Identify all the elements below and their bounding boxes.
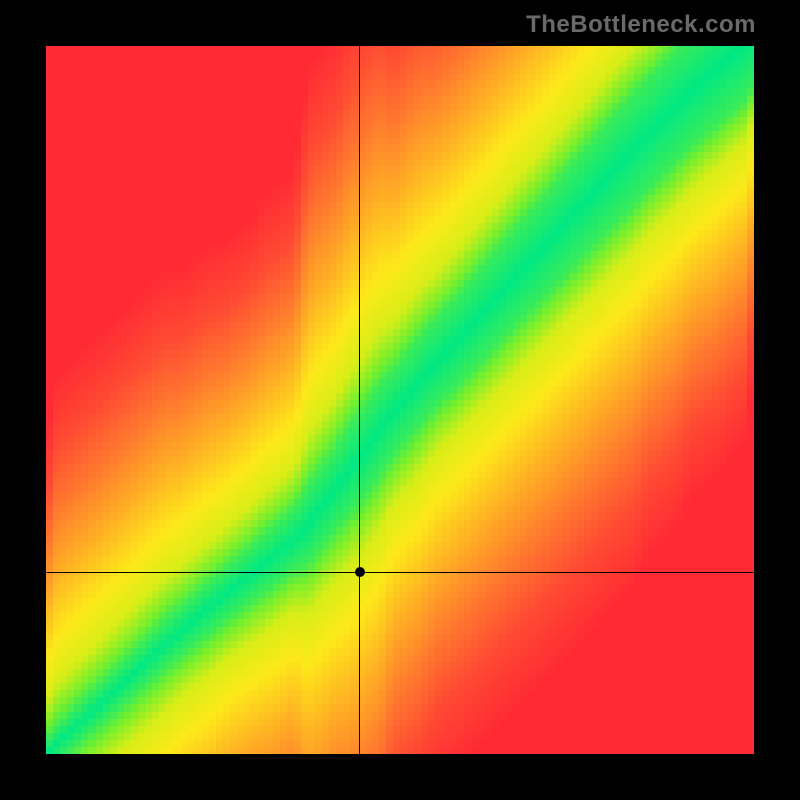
- selection-marker: [355, 567, 365, 577]
- frame-bottom: [0, 754, 800, 800]
- crosshair-horizontal: [46, 572, 754, 573]
- frame-left: [0, 0, 46, 800]
- frame-right: [754, 0, 800, 800]
- bottleneck-heatmap: [46, 46, 754, 754]
- watermark-text: TheBottleneck.com: [526, 11, 756, 39]
- crosshair-vertical: [359, 46, 360, 754]
